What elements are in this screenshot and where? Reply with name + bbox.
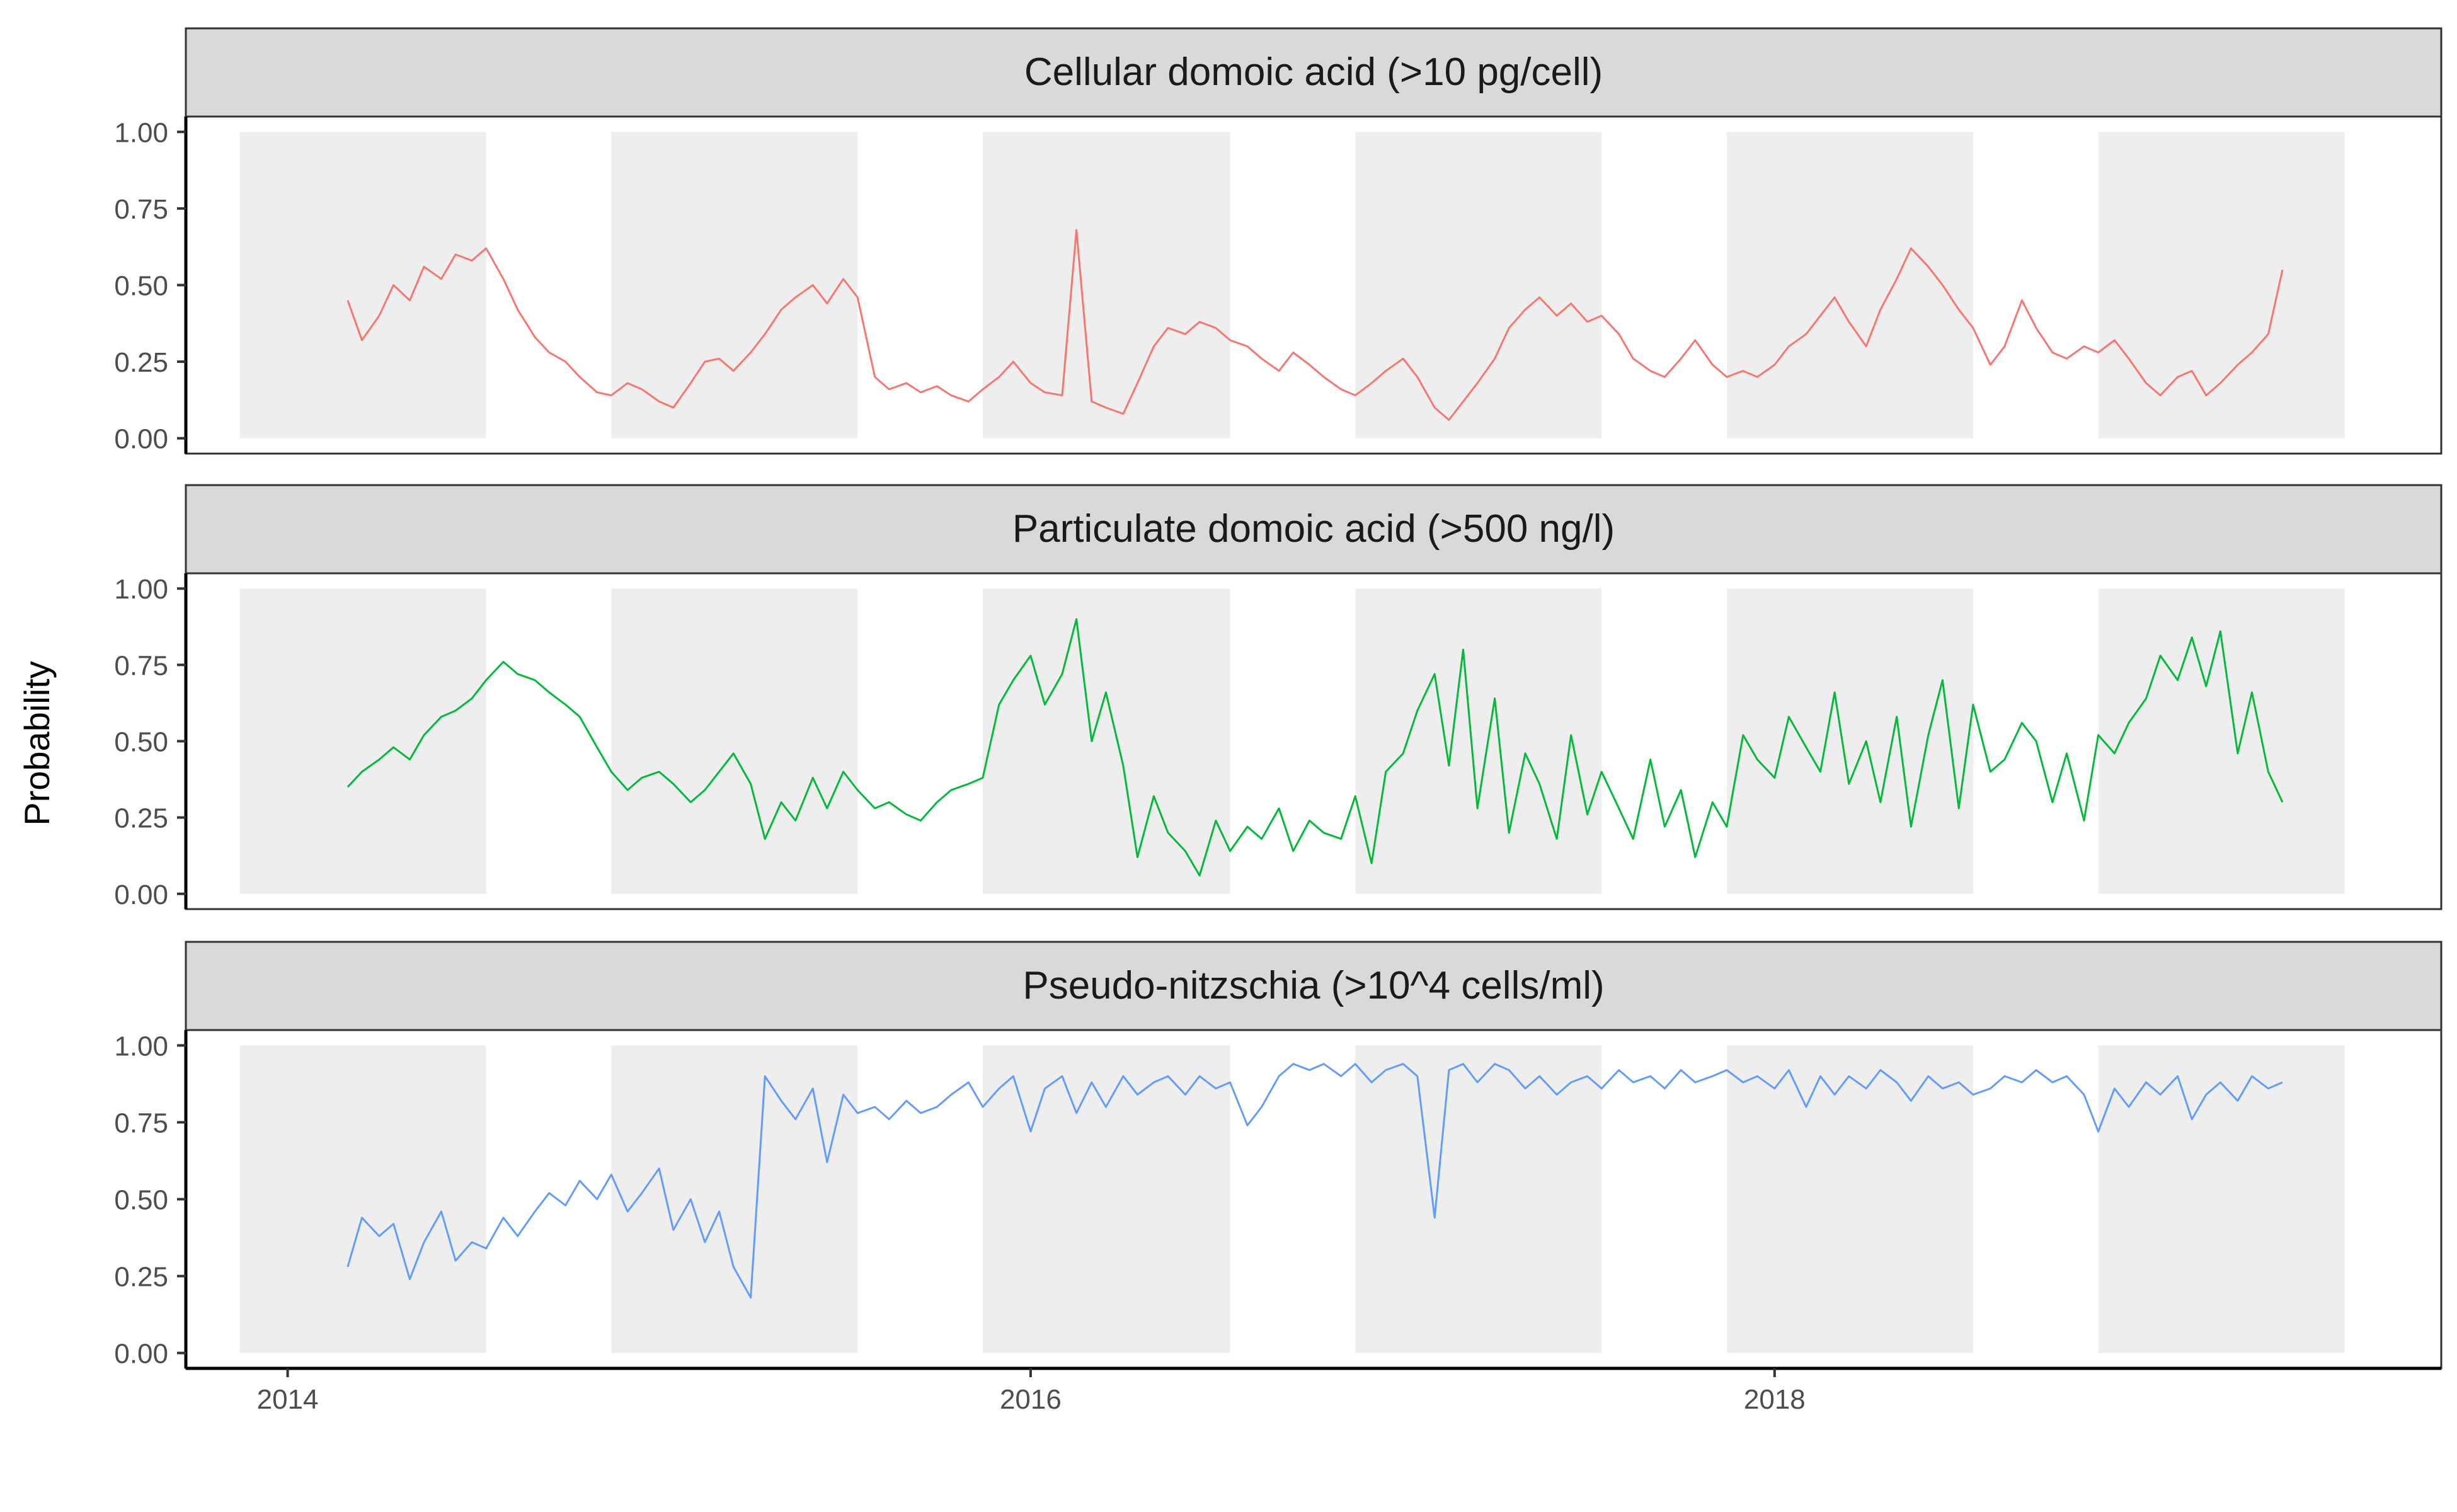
season-band [2098,132,2345,438]
y-tick-label: 0.75 [114,650,168,681]
season-band [982,1045,1230,1353]
season-band [239,588,486,894]
y-tick-label: 0.50 [114,727,168,758]
season-band [1726,1045,1973,1353]
series-line [346,229,2284,421]
season-band [239,1045,486,1353]
season-band [611,132,858,438]
season-band [1355,1045,1602,1353]
season-band [2098,1045,2345,1353]
season-band [611,1045,858,1353]
plot-area [186,1030,2441,1368]
y-tick-label: 0.00 [114,424,168,455]
y-tick-label: 0.25 [114,1262,168,1293]
facet-title: Particulate domoic acid (>500 ng/l) [1012,507,1615,551]
x-tick-label: 2016 [1000,1384,1062,1415]
x-tick-label: 2018 [1744,1384,1806,1415]
panel-2: Particulate domoic acid (>500 ng/l) 0.00 0… [114,484,2443,910]
plot-area [186,573,2441,909]
season-band [611,588,858,894]
facet-strip [185,484,2443,575]
plot-area [186,117,2441,454]
panel-3: Pseudo-nitzschia (>10^4 cells/ml) 0.00 0.2… [114,941,2443,1370]
y-tick-label: 1.00 [114,574,168,605]
y-tick-label: 0.25 [114,347,168,378]
season-band [1726,132,1973,438]
series-line [346,1063,2283,1299]
y-tick-label: 1.00 [114,1031,168,1062]
season-band [1726,588,1973,894]
x-axis: 2014 2016 2018 [186,1366,2441,1415]
y-axis-label: Probability [17,661,57,825]
facet-panels: Cellular domoic acid (>10 pg/cell) 0.00 0.… [114,27,2443,1370]
y-tick-label: 0.50 [114,1185,168,1216]
y-tick-label: 0.25 [114,803,168,834]
season-band [1355,132,1602,438]
season-band [982,132,1230,438]
season-band [1355,588,1602,894]
y-tick-label: 1.00 [114,117,168,148]
y-tick-label: 0.75 [114,1108,168,1138]
facet-strip [185,27,2443,118]
facet-title: Cellular domoic acid (>10 pg/cell) [1024,50,1603,94]
facet-title: Pseudo-nitzschia (>10^4 cells/ml) [1022,964,1604,1007]
y-tick-label: 0.50 [114,271,168,302]
y-tick-label: 0.00 [114,879,168,910]
facet-strip [185,941,2443,1031]
y-tick-label: 0.75 [114,194,168,225]
series-line [346,618,2284,877]
x-tick-label: 2014 [257,1384,319,1415]
season-band [982,588,1230,894]
panel-1: Cellular domoic acid (>10 pg/cell) 0.00 0.… [114,27,2443,455]
y-tick-label: 0.00 [114,1339,168,1370]
season-band [239,132,486,438]
